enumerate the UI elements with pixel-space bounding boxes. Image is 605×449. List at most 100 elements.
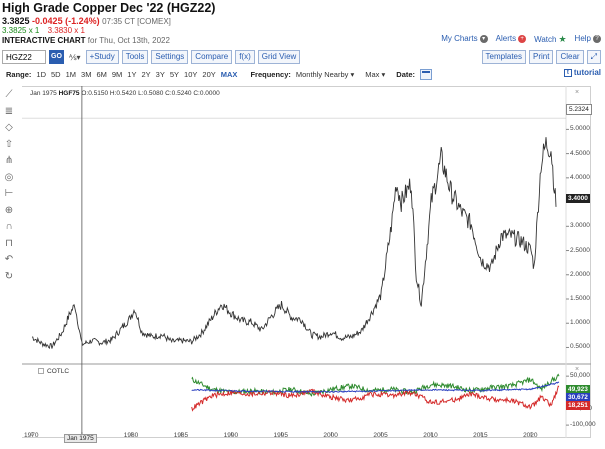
quote-time: 07:35 CT [COMEX] <box>102 17 171 26</box>
page-title: High Grade Copper Dec '22 (HGZ22) <box>2 1 216 15</box>
tools-button[interactable]: Tools <box>121 50 149 64</box>
y-tick-label: 1.0000 <box>570 319 590 327</box>
close-icon[interactable]: × <box>575 366 580 373</box>
y-tick-label: 1.5000 <box>570 295 590 302</box>
range-9m[interactable]: 9M <box>111 70 123 79</box>
range-list: 1D 5D 1M 3M 6M 9M 1Y 2Y 3Y 5Y 10Y 20Y MAX <box>36 70 237 79</box>
redo-icon[interactable]: ↻ <box>4 270 14 282</box>
settings-button[interactable]: Settings <box>151 50 189 64</box>
drawing-tools-sidebar: ⟋ ≣ ◇ ⇧ ⋔ ◎ ⊢ ⊕ ∩ ⊓ ↶ ↻ <box>2 88 18 286</box>
measure-icon[interactable]: ⊢ <box>4 188 14 199</box>
watch-link[interactable]: Watch ★ <box>534 34 567 44</box>
range-3m[interactable]: 3M <box>81 70 92 79</box>
y-tick-label: 4.0000 <box>570 173 590 181</box>
y-tick-label: 0.5000 <box>570 343 590 351</box>
range-6m[interactable]: 6M <box>96 70 107 79</box>
x-tick-label: 1990 <box>223 432 239 439</box>
x-tick-label: 1980 <box>123 432 139 439</box>
tutorial-icon: t <box>563 68 572 77</box>
range-max[interactable]: MAX <box>220 70 238 79</box>
info-ohlc: O:0.5150 H:0.5420 L:0.5080 C:0.5240 C:0.… <box>81 90 220 97</box>
text-icon[interactable]: ◎ <box>4 171 14 183</box>
print-button[interactable]: Print <box>529 50 554 64</box>
y-tick-label: 5.0000 <box>570 125 590 133</box>
lock-icon[interactable]: ⊓ <box>5 237 13 249</box>
range-1d[interactable]: 1D <box>36 70 47 79</box>
x-tick-label: 2005 <box>373 432 388 439</box>
price-series-line <box>31 137 557 350</box>
chevron-down-icon: ▾ <box>381 70 386 79</box>
info-date: Jan 1975 <box>30 90 57 97</box>
toolbar-right: Templates Print Clear ⤢ <box>481 49 601 65</box>
price-chart[interactable] <box>22 86 591 438</box>
interactive-chart-label: INTERACTIVE CHART for Thu, Oct 13th, 202… <box>2 36 170 45</box>
range-3y[interactable]: 3Y <box>155 70 165 79</box>
range-2y[interactable]: 2Y <box>141 70 151 79</box>
range-20y[interactable]: 20Y <box>202 70 216 79</box>
alerts-link[interactable]: Alerts + <box>496 34 527 45</box>
compare-button[interactable]: Compare <box>191 50 233 64</box>
range-label: Range: <box>6 70 32 79</box>
zoom-icon[interactable]: ⊕ <box>4 204 14 216</box>
indicator-label: COTLC <box>38 368 69 375</box>
add-study-button[interactable]: +Study <box>85 50 119 64</box>
range-1m[interactable]: 1M <box>65 70 77 79</box>
cot-series-line-2 <box>191 381 560 394</box>
range-5d[interactable]: 5D <box>51 70 61 79</box>
function-button[interactable]: f(x) <box>235 50 255 64</box>
hover-date-label: Jan 1975 <box>64 434 97 443</box>
my-charts-link[interactable]: My Charts ▾ <box>441 34 488 45</box>
range-10y[interactable]: 10Y <box>184 70 198 79</box>
x-tick-label: 1985 <box>173 432 189 439</box>
checkbox-icon[interactable] <box>38 368 44 375</box>
period-select[interactable]: Max ▾ <box>365 70 386 79</box>
chart-label: INTERACTIVE CHART <box>2 36 86 45</box>
pitchfork-icon[interactable]: ⋔ <box>4 155 14 166</box>
cot-red-box: 18,251 <box>566 401 590 410</box>
price-change: -0.0425 (-1.24%) <box>32 16 100 26</box>
ohlc-info: Jan 1975 HGF75 O:0.5150 H:0.5420 L:0.508… <box>30 90 220 97</box>
cot-series-line-1 <box>191 385 560 412</box>
calendar-icon[interactable] <box>420 69 433 80</box>
chart-frame <box>22 86 591 438</box>
ask-value: 3.3830 x 1 <box>47 26 85 35</box>
undo-icon[interactable]: ↶ <box>4 254 14 265</box>
frequency-select[interactable]: Monthly Nearby ▾ <box>295 70 355 79</box>
y-tick-label: 3.0000 <box>570 222 590 230</box>
info-symbol: HGF75 <box>58 90 80 97</box>
magnet-icon[interactable]: ∩ <box>5 221 13 232</box>
go-button[interactable]: GO <box>49 50 64 64</box>
close-icon[interactable]: × <box>575 89 580 96</box>
help-link[interactable]: Help? <box>575 34 601 45</box>
fibonacci-icon[interactable]: ≣ <box>4 105 14 117</box>
expand-icon[interactable]: ⤢ <box>586 50 601 64</box>
symbol-lookup-icon[interactable]: ⅍▾ <box>69 52 81 62</box>
cot-blue-box: 30,672 <box>566 393 590 402</box>
x-tick-label: 1970 <box>23 432 39 439</box>
symbol-input[interactable] <box>2 50 46 64</box>
bid-value: 3.3825 x 1 <box>2 26 40 35</box>
range-1y[interactable]: 1Y <box>127 70 137 79</box>
chevron-down-icon: ▾ <box>479 34 488 43</box>
ind-tick-label: 50,000 <box>570 372 590 380</box>
date-label: Date: <box>396 70 416 79</box>
range-bar: Range: 1D 5D 1M 3M 6M 9M 1Y 2Y 3Y 5Y 10Y 20Y MAX Fre… <box>0 67 605 82</box>
tutorial-link[interactable]: t tutorial <box>563 68 601 77</box>
y-tick-label: 2.0000 <box>570 270 590 278</box>
chart-toolbar: GO ⅍▾ +Study Tools Settings Compare f(x)… <box>2 49 301 65</box>
shape-icon[interactable]: ◇ <box>5 122 13 133</box>
range-5y[interactable]: 5Y <box>169 70 180 79</box>
templates-button[interactable]: Templates <box>481 50 527 64</box>
last-price: 3.3825 <box>2 16 30 26</box>
bid-ask: 3.3825 x 1 3.3830 x 1 <box>2 26 85 35</box>
y-tick-label: 4.5000 <box>570 149 590 157</box>
clear-button[interactable]: Clear <box>556 50 584 64</box>
max-price-box: 5.2324 <box>566 104 592 115</box>
grid-view-button[interactable]: Grid View <box>257 50 301 64</box>
trend-line-icon[interactable]: ⟋ <box>5 89 13 100</box>
chart-date: for Thu, Oct 13th, 2022 <box>87 36 170 45</box>
cot-green-box: 49,923 <box>566 385 590 394</box>
arrow-icon[interactable]: ⇧ <box>4 138 14 150</box>
help-icon: ? <box>593 34 601 43</box>
alert-plus-icon: + <box>518 34 527 43</box>
